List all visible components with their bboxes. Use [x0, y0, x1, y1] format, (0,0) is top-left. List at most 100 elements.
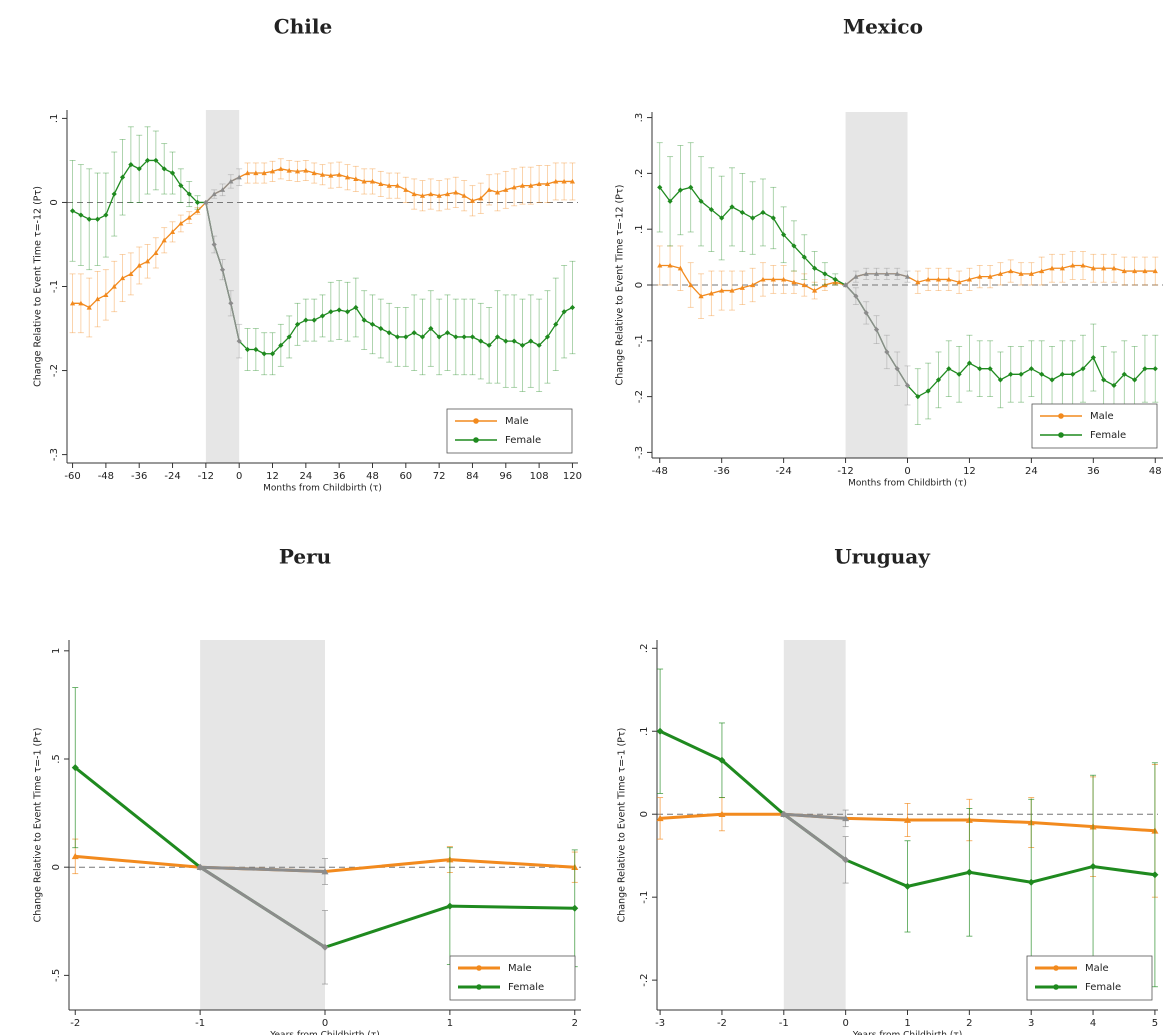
data-point: [228, 178, 234, 184]
data-point: [1028, 366, 1034, 372]
y-tick-label: -.3: [634, 446, 645, 459]
data-point: [1142, 268, 1148, 274]
data-point: [1132, 377, 1138, 383]
legend-marker: [1058, 413, 1064, 419]
data-point: [925, 276, 931, 282]
data-point: [1121, 268, 1127, 274]
data-point: [1027, 878, 1035, 886]
data-point: [1089, 862, 1097, 870]
x-tick-label: 24: [1025, 466, 1038, 477]
data-point: [253, 170, 259, 176]
data-point: [478, 338, 484, 344]
data-point: [478, 195, 484, 201]
data-point: [128, 162, 134, 168]
data-point: [956, 371, 962, 377]
data-point: [511, 184, 517, 190]
data-point: [428, 325, 434, 332]
data-point: [536, 342, 542, 348]
data-point: [369, 321, 376, 327]
data-point: [1049, 377, 1055, 383]
data-point: [1059, 265, 1065, 271]
data-point: [86, 216, 92, 222]
data-point: [811, 287, 818, 293]
data-point: [69, 300, 76, 306]
data-point: [1151, 871, 1159, 879]
data-point: [144, 258, 151, 264]
data-point: [411, 191, 417, 197]
series-line-shaded: [782, 813, 847, 862]
data-point: [211, 191, 217, 197]
legend-box: [1031, 403, 1158, 449]
data-point: [444, 191, 451, 197]
data-point: [1080, 262, 1086, 268]
data-point: [925, 388, 931, 394]
data-point: [729, 287, 735, 293]
data-point: [667, 198, 673, 204]
data-point: [294, 168, 301, 174]
data-point: [656, 814, 664, 822]
data-point: [403, 334, 409, 340]
data-point: [503, 187, 509, 192]
data-point: [436, 193, 442, 198]
data-point: [811, 265, 818, 271]
data-point: [1101, 377, 1107, 383]
data-point: [853, 274, 859, 279]
data-point: [94, 296, 101, 302]
data-point: [78, 300, 84, 306]
data-point: [569, 304, 576, 311]
data-point: [1111, 265, 1117, 271]
data-point: [178, 220, 184, 226]
x-tick-label: 96: [499, 471, 512, 482]
data-point: [781, 276, 787, 282]
data-point: [708, 207, 714, 213]
data-point: [361, 317, 367, 323]
data-point: [253, 346, 259, 353]
panel-title: Peru: [279, 545, 331, 569]
data-point: [873, 327, 880, 333]
data-point: [103, 292, 109, 297]
panel: Mexico -.3 -.2 -.1 0 .1 .2 .3 -48 -36 -24 -12 0 12 24 3…: [615, 15, 1163, 489]
data-point: [657, 184, 663, 190]
data-point: [353, 304, 359, 311]
data-point: [319, 313, 326, 319]
legend-label: Female: [1090, 430, 1126, 441]
data-point: [997, 271, 1004, 276]
data-point: [1018, 371, 1024, 377]
data-point: [161, 166, 167, 172]
data-point: [1049, 265, 1055, 271]
data-point: [428, 191, 434, 197]
y-tick-label: 0: [49, 199, 60, 205]
panel: Chile -.3 -.2 -.1 0 .1 -60 -48 -36 -24 -12 0 12 24 36 4…: [33, 15, 582, 494]
data-point: [196, 863, 204, 871]
legend-box: [1026, 955, 1153, 1001]
data-point: [1152, 268, 1158, 274]
data-point: [161, 237, 167, 243]
data-point: [791, 243, 797, 249]
data-point: [378, 181, 384, 187]
y-tick-label: 0: [639, 811, 650, 817]
data-point: [966, 276, 973, 282]
data-point: [519, 183, 526, 188]
x-tick-label: -12: [198, 471, 214, 482]
data-point: [328, 309, 334, 315]
data-point: [1008, 268, 1014, 274]
x-tick-label: -48: [98, 471, 114, 482]
x-axis-label: Years from Childbirth (τ): [269, 1031, 380, 1035]
data-point: [403, 187, 409, 192]
data-point: [1039, 371, 1045, 377]
x-tick-label: -1: [779, 1018, 789, 1029]
x-tick-label: 0: [322, 1018, 328, 1029]
y-tick-label: .1: [49, 114, 60, 124]
data-point: [1152, 366, 1158, 372]
data-point: [718, 756, 726, 764]
y-tick-label: -.2: [639, 974, 650, 987]
data-point: [244, 346, 251, 353]
data-point: [369, 178, 376, 184]
data-point: [261, 170, 267, 176]
x-tick-label: 0: [236, 471, 242, 482]
x-tick-label: -1: [195, 1018, 205, 1029]
data-point: [469, 198, 476, 203]
data-point: [394, 183, 401, 188]
data-point: [136, 166, 142, 172]
data-point: [719, 287, 725, 293]
